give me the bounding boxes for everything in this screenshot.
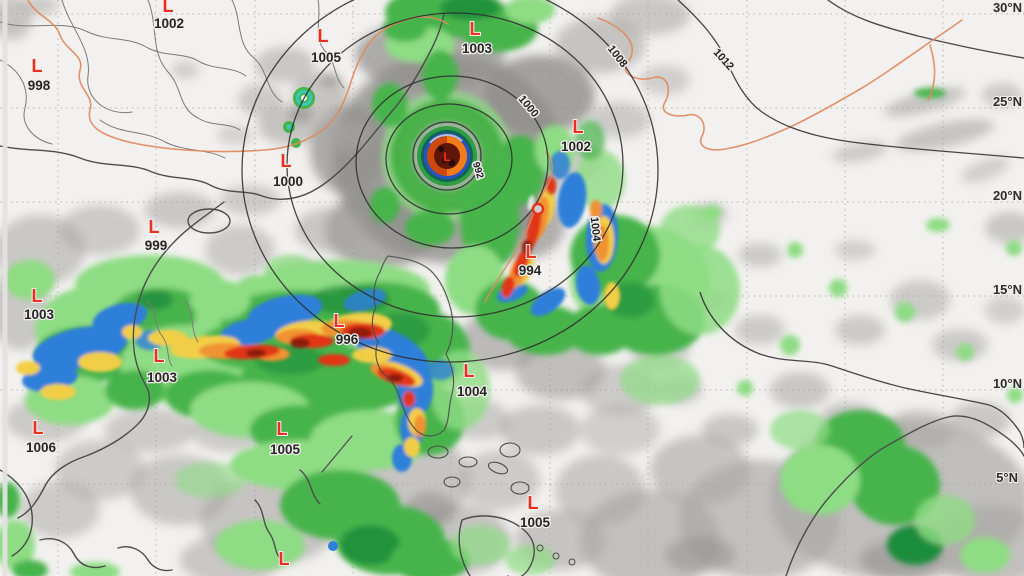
latitude-label: 20°N [993, 188, 1022, 203]
isobar-label: 1004 [588, 216, 603, 242]
low-pressure-value: 1005 [270, 442, 301, 457]
orange-boundaries [27, 0, 963, 303]
latitude-label: 25°N [993, 94, 1022, 109]
low-marker: L [573, 117, 584, 137]
typhoon-eye: L [417, 126, 477, 186]
latitude-label: 15°N [993, 282, 1022, 297]
low-marker: L [528, 493, 539, 513]
low-marker: L [464, 361, 475, 381]
low-marker: L [277, 419, 288, 439]
low-marker: L [279, 549, 290, 569]
low-marker: L [526, 242, 537, 262]
low-pressure-value: 1003 [24, 307, 55, 322]
low-pressure-value: 999 [145, 238, 168, 253]
low-pressure-value: 1004 [457, 384, 488, 399]
typhoon-center-marker: L [443, 150, 450, 164]
low-pressure-markers: L 1002 L 998 L 1005 L 1000 L 1003 L 1002… [23, 0, 593, 570]
isobar-lines [241, 0, 1024, 449]
low-marker: L [334, 311, 345, 331]
latitude-label: 30°N [993, 0, 1022, 15]
low-pressure-value: 1005 [311, 50, 342, 65]
low-marker: L [163, 0, 174, 16]
storm-position-marker [531, 202, 545, 216]
low-pressure-value: 996 [336, 332, 359, 347]
low-pressure-value: 1005 [520, 515, 551, 530]
low-marker: L [149, 217, 160, 237]
low-marker: L [470, 19, 481, 39]
low-marker: L [32, 286, 43, 306]
low-pressure-value: 1003 [462, 41, 493, 56]
low-pressure-value: 1006 [26, 440, 57, 455]
latitude-label: 5°N [996, 470, 1018, 485]
frame-edge-strip [2, 0, 8, 576]
low-pressure-value: 994 [519, 263, 542, 278]
province-borders [0, 0, 345, 367]
low-marker: L [281, 151, 292, 171]
low-marker: L [33, 418, 44, 438]
low-pressure-value: 1002 [154, 16, 184, 31]
low-marker: L [32, 56, 43, 76]
heavy-rain-layer [16, 151, 620, 472]
low-marker: L [154, 346, 165, 366]
low-pressure-value: 998 [28, 78, 51, 93]
latitude-label: 10°N [993, 376, 1022, 391]
low-pressure-value: 1000 [273, 174, 303, 189]
low-pressure-value: 1002 [561, 139, 591, 154]
low-pressure-value: 1003 [147, 370, 178, 385]
latitude-labels: 30°N 25°N 20°N 15°N 10°N 5°N [992, 0, 1023, 486]
low-marker: L [318, 26, 329, 46]
